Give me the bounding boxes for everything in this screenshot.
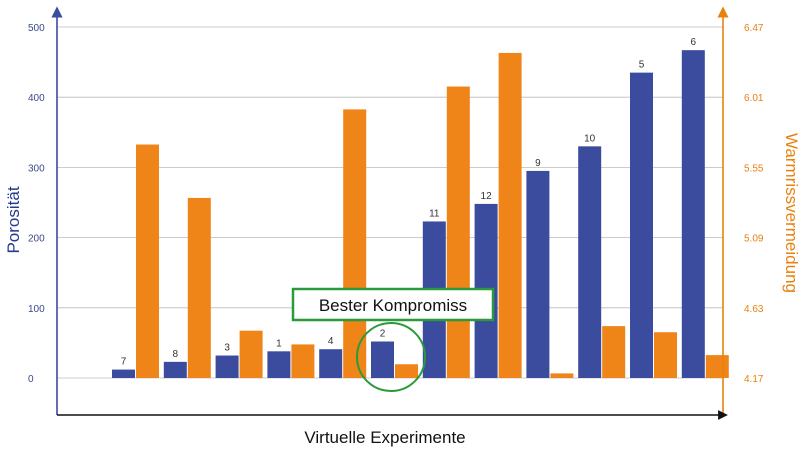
bar-category-label: 9 <box>535 158 541 169</box>
bar-category-label: 2 <box>380 328 386 339</box>
bar-warmrissvermeidung <box>239 330 263 378</box>
x-axis-title: Virtuelle Experimente <box>304 428 465 447</box>
bar-porositaet <box>112 369 135 378</box>
y-right-tick-label: 5.09 <box>744 234 764 245</box>
bar-category-label: 10 <box>584 133 596 144</box>
bars <box>112 50 729 379</box>
tick-labels: 0 100 200 300 400 500 4.17 4.63 5.09 5.55 6.01 6.47 <box>28 23 764 385</box>
annotation-box <box>291 287 495 322</box>
bar-category-label: 5 <box>639 60 645 71</box>
bar-category-label: 7 <box>121 357 127 368</box>
axes <box>51 6 729 420</box>
bar-category-label: 11 <box>429 208 440 219</box>
y-left-tick-label: 500 <box>28 23 45 34</box>
bar-category-label: 6 <box>691 37 697 48</box>
bar-category-label: 3 <box>224 343 230 354</box>
bar-category-label: 4 <box>328 336 334 347</box>
y-left-tick-label: 0 <box>28 374 34 385</box>
bar-porositaet <box>526 170 550 378</box>
bar-warmrissvermeidung <box>602 326 626 378</box>
y-axis-left-title: Porosität <box>4 186 23 253</box>
bar-warmrissvermeidung <box>136 144 159 378</box>
y-right-tick-label: 5.55 <box>744 163 764 174</box>
y-left-tick-label: 200 <box>28 234 45 245</box>
annotation: Bester Kompromiss <box>291 287 495 392</box>
bar-warmrissvermeidung <box>550 373 574 378</box>
bar-porositaet <box>267 351 291 378</box>
bar-warmrissvermeidung <box>705 355 729 378</box>
y-right-tick-label: 6.01 <box>744 93 764 104</box>
bar-porositaet <box>163 361 187 378</box>
bar-warmrissvermeidung <box>291 344 315 378</box>
bar-warmrissvermeidung <box>395 364 418 378</box>
bar-warmrissvermeidung <box>187 197 211 378</box>
bar-labels: 7 8 3 1 4 2 11 12 9 10 5 6 <box>121 37 697 367</box>
bar-category-label: 8 <box>173 349 179 360</box>
bar-porositaet <box>319 349 343 378</box>
y-left-tick-label: 400 <box>28 93 45 104</box>
y-left-tick-label: 100 <box>28 304 45 315</box>
bar-category-label: 1 <box>276 338 282 349</box>
bar-porositaet <box>578 146 602 378</box>
y-right-tick-label: 6.47 <box>744 23 764 34</box>
bar-porositaet <box>371 341 394 378</box>
bar-warmrissvermeidung <box>498 52 522 378</box>
annotation-circle <box>356 322 426 392</box>
bar-porositaet <box>630 72 653 378</box>
y-left-tick-label: 300 <box>28 163 45 174</box>
annotation-label: Bester Kompromiss <box>319 296 467 315</box>
bar-warmrissvermeidung <box>654 332 677 378</box>
y-right-tick-label: 4.17 <box>744 374 764 385</box>
bar-porositaet <box>681 50 705 378</box>
bar-warmrissvermeidung <box>446 86 470 378</box>
bar-category-label: 12 <box>481 191 493 202</box>
y-axis-right-title: Warmrissvermeidung <box>782 133 800 293</box>
bar-porositaet <box>215 355 239 378</box>
y-right-tick-label: 4.63 <box>744 304 764 315</box>
